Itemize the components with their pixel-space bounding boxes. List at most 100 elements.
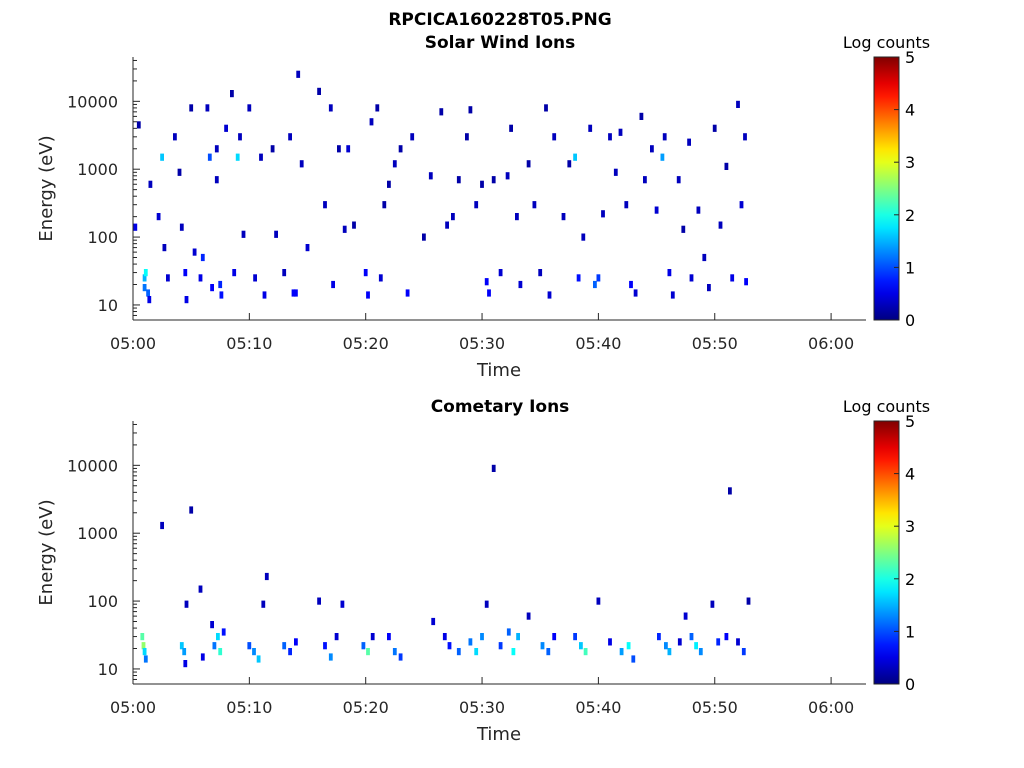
heatmap-cell [624, 201, 629, 209]
heatmap-cell [422, 233, 426, 241]
heatmap-cell [156, 213, 161, 221]
colorbar-tick-label: 3 [905, 517, 915, 536]
heatmap-cell [654, 206, 659, 214]
plot-area [133, 57, 866, 320]
heatmap-cell [581, 233, 586, 241]
heatmap-cell [282, 269, 287, 277]
heatmap-cell [317, 597, 321, 605]
heatmap-cell [532, 201, 537, 209]
y-tick-label: 100 [87, 228, 118, 247]
heatmap-cell [736, 638, 740, 646]
heatmap-cell [498, 642, 503, 650]
heatmap-cell [247, 642, 252, 650]
heatmap-cells [140, 464, 751, 668]
heatmap-cell [576, 274, 581, 282]
heatmap-cell [677, 638, 682, 646]
colorbar-label: Log counts [843, 33, 930, 52]
colorbar-tick-label: 5 [905, 412, 915, 431]
y-tick-label: 1000 [77, 524, 118, 543]
heatmap-cell [207, 153, 212, 161]
x-tick-label: 05:40 [575, 698, 621, 717]
heatmap-cell [363, 269, 368, 277]
heatmap-cell [198, 274, 203, 282]
heatmap-cell [334, 633, 339, 641]
y-axis-label: Energy (eV) [36, 135, 57, 241]
heatmap-cell [629, 280, 633, 289]
x-tick-label: 05:20 [343, 334, 389, 353]
heatmap-cell [736, 100, 740, 108]
heatmap-cell [626, 642, 631, 650]
x-tick-label: 05:20 [343, 698, 389, 717]
heatmap-cell [410, 133, 415, 141]
heatmap-cell [262, 291, 267, 299]
heatmap-cell [456, 176, 461, 184]
heatmap-cell [183, 660, 188, 668]
heatmap-cell [328, 653, 333, 661]
heatmap-cell [148, 180, 153, 188]
heatmap-cell [378, 274, 383, 282]
x-tick-label: 05:00 [110, 334, 156, 353]
heatmap-cell [718, 221, 723, 229]
heatmap-cell [387, 180, 391, 188]
heatmap-cell [352, 221, 356, 229]
heatmap-cell [538, 269, 543, 277]
heatmap-cell [547, 291, 552, 299]
heatmap-cell [198, 585, 203, 593]
heatmap-cell [140, 633, 145, 641]
heatmap-cell [741, 648, 746, 656]
heatmap-cell [218, 648, 223, 656]
heatmap-cell [728, 487, 732, 495]
heatmap-cell [179, 642, 184, 650]
heatmap-cell [143, 655, 148, 663]
heatmap-cell [259, 153, 263, 161]
x-tick-label: 05:00 [110, 698, 156, 717]
x-tick-label: 05:40 [575, 334, 621, 353]
heatmap-cell [491, 176, 496, 184]
heatmap-cell [698, 648, 703, 656]
heatmap-cell [256, 655, 261, 663]
heatmap-cell [221, 628, 226, 636]
heatmap-cell [294, 638, 298, 646]
heatmap-cell [398, 145, 403, 153]
heatmap-cell [184, 296, 189, 304]
heatmap-cell [491, 464, 496, 472]
heatmap-cell [205, 104, 210, 112]
heatmap-cell [296, 70, 301, 78]
heatmap-cell [294, 289, 298, 297]
heatmap-cell [361, 642, 366, 650]
heatmap-cell [631, 655, 636, 663]
heatmap-cell [160, 521, 164, 530]
heatmap-cell [474, 648, 479, 656]
heatmap-cell [716, 638, 721, 646]
heatmap-cell [177, 168, 182, 176]
heatmap-cell [505, 172, 510, 180]
heatmap-cell [744, 278, 748, 286]
heatmap-cell [253, 274, 257, 282]
colorbar-tick-label: 0 [905, 675, 915, 694]
heatmap-cell [511, 648, 516, 656]
heatmap-cell [375, 104, 380, 112]
heatmap-cell [366, 291, 370, 299]
heatmap-cell [337, 145, 341, 153]
x-tick-label: 06:00 [808, 334, 854, 353]
colorbar-label: Log counts [843, 397, 930, 416]
heatmap-cell [456, 648, 461, 656]
heatmap-cell [387, 633, 391, 641]
heatmap-cell [596, 597, 601, 605]
heatmap-cells [133, 70, 748, 304]
heatmap-cell [305, 244, 310, 252]
heatmap-cell [516, 633, 520, 641]
colorbar-tick-label: 1 [905, 622, 915, 641]
heatmap-cell [633, 289, 638, 297]
y-tick-label: 10 [98, 296, 118, 315]
heatmap-cell [141, 642, 146, 650]
heatmap-cell [189, 104, 194, 112]
heatmap-cell [498, 269, 503, 277]
colorbar-tick-label: 4 [905, 465, 915, 484]
heatmap-cell [484, 278, 489, 286]
heatmap-cell [689, 633, 694, 641]
colorbar-tick-label: 5 [905, 48, 915, 67]
x-tick-label: 05:10 [226, 334, 272, 353]
heatmap-cell [142, 284, 147, 292]
